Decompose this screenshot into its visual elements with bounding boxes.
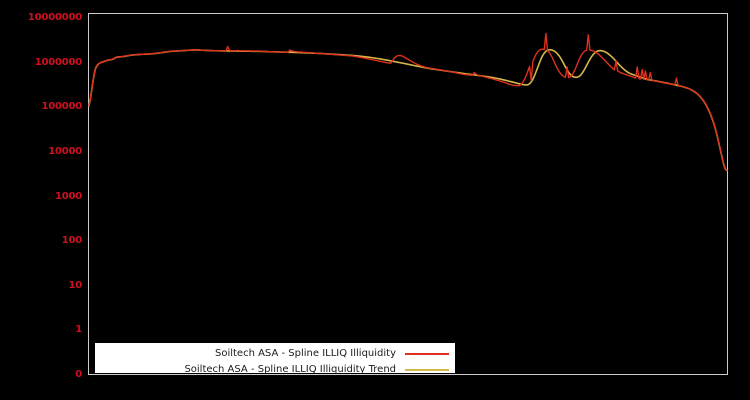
legend-entry-1[interactable]: Soiltech ASA - Spline ILLIQ Illiquidity …: [95, 362, 455, 377]
y-tick-label-1000: 1000: [54, 190, 82, 202]
y-tick-label-1: 1: [75, 324, 82, 336]
series-layer: [88, 32, 728, 172]
legend-label-0: Soiltech ASA - Spline ILLIQ Illiquidity: [214, 348, 396, 359]
legend-label-1: Soiltech ASA - Spline ILLIQ Illiquidity …: [184, 364, 396, 375]
chart-legend[interactable]: Soiltech ASA - Spline ILLIQ Illiquidity S…: [95, 343, 455, 375]
y-tick-label-10: 10: [68, 279, 82, 291]
y-tick-label-10000000: 10000000: [27, 12, 82, 23]
series-line-illiquidity-trend: [88, 48, 728, 172]
legend-color-swatch-0: [405, 352, 449, 355]
series-line-illiquidity: [88, 32, 728, 172]
legend-entry-0[interactable]: Soiltech ASA - Spline ILLIQ Illiquidity: [95, 346, 455, 361]
y-tick-label-10000: 10000: [48, 145, 82, 157]
y-tick-label-100: 100: [61, 235, 82, 247]
legend-color-swatch-1: [405, 368, 449, 371]
y-tick-label-1000000: 1000000: [34, 56, 83, 68]
y-axis-tick-labels: 10000000 1000000 100000 10000 1000 100 10 1 0: [0, 0, 82, 400]
plot-frame-border: [88, 13, 728, 375]
y-tick-label-0: 0: [75, 369, 82, 380]
y-tick-label-100000: 100000: [41, 101, 82, 113]
